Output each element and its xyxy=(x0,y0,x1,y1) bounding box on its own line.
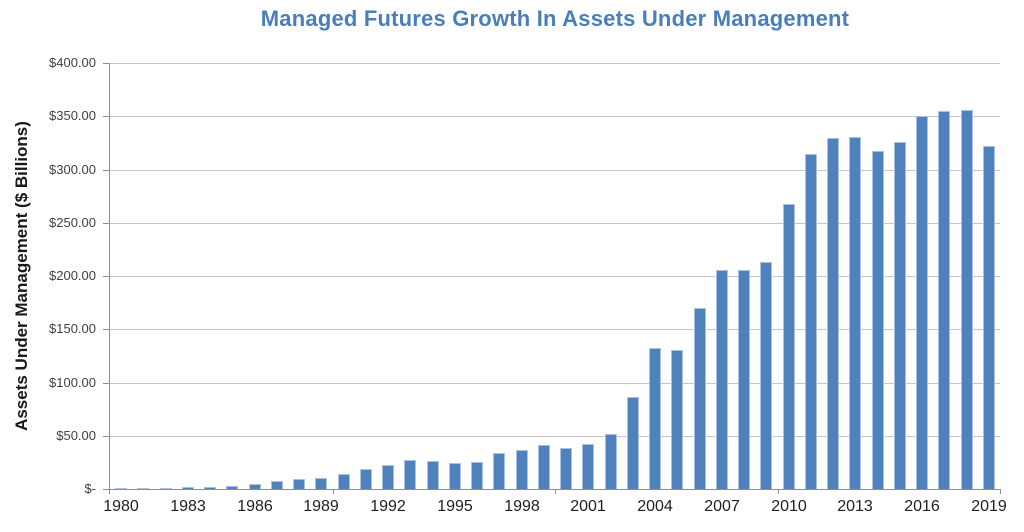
chart-title: Managed Futures Growth In Assets Under M… xyxy=(260,6,850,31)
gridline xyxy=(110,383,1000,384)
x-axis-label: 1992 xyxy=(370,498,406,515)
bar-1980 xyxy=(115,488,127,489)
bar-2015 xyxy=(894,142,906,489)
gridline xyxy=(110,436,1000,437)
bar-2010 xyxy=(783,204,795,489)
bar-2004 xyxy=(649,348,661,489)
bar-1988 xyxy=(293,479,305,489)
x-axis-label: 1980 xyxy=(103,498,139,515)
y-axis-label: $150.00 xyxy=(49,321,96,336)
bar-1981 xyxy=(137,488,149,489)
bar-2011 xyxy=(805,154,817,489)
y-axis-label: $50.00 xyxy=(56,428,96,443)
x-axis-label: 2019 xyxy=(971,498,1007,515)
x-axis-tick xyxy=(1000,489,1001,494)
bar-1983 xyxy=(182,487,194,489)
bar-1992 xyxy=(382,465,394,489)
x-axis-label: 2007 xyxy=(704,498,740,515)
bar-2003 xyxy=(627,397,639,489)
y-axis-label: $100.00 xyxy=(49,375,96,390)
bar-2006 xyxy=(694,308,706,489)
x-axis-label: 1983 xyxy=(170,498,206,515)
bar-1990 xyxy=(338,474,350,489)
bar-1991 xyxy=(360,469,372,489)
bar-2007 xyxy=(716,270,728,489)
x-axis-label: 2013 xyxy=(837,498,873,515)
bar-2017 xyxy=(938,111,950,489)
y-axis-tick xyxy=(103,223,109,224)
y-axis-tick xyxy=(103,116,109,117)
x-axis-tick xyxy=(555,489,556,494)
bar-2016 xyxy=(916,116,928,489)
gridline xyxy=(110,116,1000,117)
bar-2019 xyxy=(983,146,995,489)
y-axis-tick xyxy=(103,170,109,171)
bar-2013 xyxy=(849,137,861,489)
bar-2014 xyxy=(872,151,884,489)
gridline xyxy=(110,329,1000,330)
bar-2001 xyxy=(582,444,594,489)
y-axis-tick xyxy=(103,383,109,384)
bar-2012 xyxy=(827,138,839,489)
bar-1997 xyxy=(493,453,505,489)
bar-2002 xyxy=(605,434,617,489)
bar-1986 xyxy=(249,484,261,489)
x-axis-label: 2001 xyxy=(570,498,606,515)
bar-1989 xyxy=(315,478,327,489)
y-axis-label: $400.00 xyxy=(49,55,96,70)
bar-2018 xyxy=(961,110,973,489)
bar-1998 xyxy=(516,450,528,489)
y-axis-tick xyxy=(103,63,109,64)
gridline xyxy=(110,63,1000,64)
gridline xyxy=(110,276,1000,277)
x-axis-label: 2010 xyxy=(771,498,807,515)
gridline xyxy=(110,170,1000,171)
bar-2009 xyxy=(760,262,772,489)
y-axis-line xyxy=(109,63,110,494)
x-axis-label: 1995 xyxy=(437,498,473,515)
x-axis-label: 1998 xyxy=(504,498,540,515)
bar-1993 xyxy=(404,460,416,489)
y-axis-tick xyxy=(103,329,109,330)
bar-1984 xyxy=(204,487,216,489)
bar-1985 xyxy=(226,486,238,489)
x-axis-label: 2016 xyxy=(904,498,940,515)
x-axis-label: 1986 xyxy=(237,498,273,515)
y-axis-label: $300.00 xyxy=(49,162,96,177)
y-axis-label: $350.00 xyxy=(49,108,96,123)
bar-1995 xyxy=(449,463,461,489)
y-axis-tick xyxy=(103,276,109,277)
x-axis-tick xyxy=(778,489,779,494)
gridline xyxy=(110,223,1000,224)
y-axis-tick xyxy=(103,436,109,437)
bar-1982 xyxy=(160,488,172,489)
y-axis-label: $- xyxy=(84,481,96,496)
x-axis-label: 1989 xyxy=(303,498,339,515)
bar-2008 xyxy=(738,270,750,489)
y-axis-tick xyxy=(103,489,109,490)
bar-1994 xyxy=(427,461,439,489)
bar-1999 xyxy=(538,445,550,489)
y-axis-label: $200.00 xyxy=(49,268,96,283)
bar-2005 xyxy=(671,350,683,489)
y-axis-label: $250.00 xyxy=(49,215,96,230)
bar-1987 xyxy=(271,481,283,489)
bar-1996 xyxy=(471,462,483,489)
x-axis-tick xyxy=(333,489,334,494)
x-axis-label: 2004 xyxy=(637,498,673,515)
bar-2000 xyxy=(560,448,572,489)
